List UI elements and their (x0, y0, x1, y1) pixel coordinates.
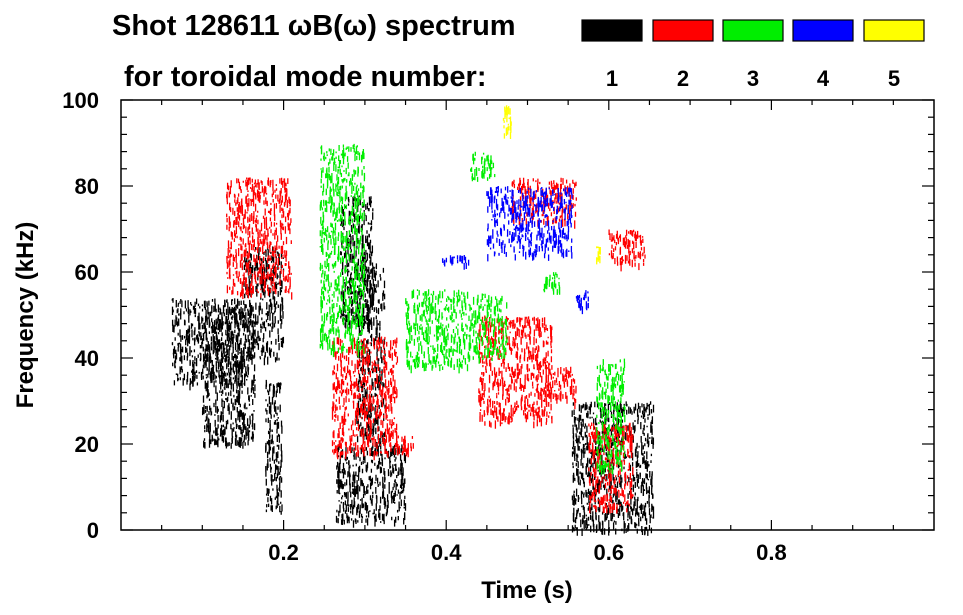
x-tick-label: 0.6 (594, 540, 625, 565)
series-3-cluster-3 (470, 151, 496, 182)
series-2-cluster-4 (478, 315, 553, 429)
y-tick-label: 40 (75, 346, 99, 371)
chart-subtitle: for toroidal mode number: (124, 61, 487, 93)
series-3-cluster-6 (596, 358, 626, 475)
series-5-cluster-2 (596, 246, 601, 265)
series-1-points (265, 379, 283, 515)
series-3-points (405, 289, 471, 374)
series-5-cluster-1 (502, 105, 512, 139)
series-4-cluster-3 (575, 290, 589, 315)
y-tick-label: 60 (75, 260, 99, 285)
x-tick-label: 0.4 (431, 540, 462, 565)
series-4-points (441, 255, 470, 270)
chart-title: Shot 128611 ωB(ω) spectrum (112, 10, 516, 42)
legend-label-3: 3 (747, 66, 759, 91)
series-3-cluster-2 (405, 289, 471, 374)
series-4-cluster-1 (441, 255, 470, 270)
y-tick-label: 100 (62, 88, 99, 113)
series-2-points (331, 336, 399, 461)
series-2-points (608, 229, 646, 272)
series-1-cluster-5 (335, 444, 407, 528)
legend-swatch-5 (863, 19, 925, 42)
series-3-points (469, 293, 508, 364)
series-2-points (478, 315, 553, 429)
axes: 0.2 0.4 0.6 0.8 0 20 40 60 80 100 (62, 88, 934, 565)
legend-swatch-2 (652, 19, 714, 42)
y-tick-label: 0 (87, 518, 99, 543)
series-2-cluster-1 (226, 177, 293, 300)
x-tick-label: 0.8 (756, 540, 787, 565)
series-1-points (335, 444, 407, 528)
series-3-points (543, 272, 561, 295)
x-axis-label: Time (s) (481, 577, 573, 604)
y-tick-label: 80 (75, 174, 99, 199)
series-2-cluster-5 (543, 366, 577, 410)
series-2-points (226, 177, 293, 300)
series-2-cluster-7 (588, 422, 634, 514)
series-2-cluster-2 (331, 336, 399, 461)
series-3-cluster-1 (319, 143, 366, 358)
series-4-points (486, 186, 573, 262)
y-axis-label: Frequency (kHz) (12, 222, 39, 409)
series-1-cluster-4 (265, 379, 283, 515)
legend-label-4: 4 (817, 66, 830, 91)
series-2-points (543, 366, 577, 410)
legend-label-5: 5 (888, 66, 900, 91)
series-5-points (596, 246, 601, 265)
series-2-points (588, 422, 634, 514)
series-3-points (319, 143, 366, 358)
series-4-cluster-2 (486, 186, 573, 262)
legend-swatch-1 (581, 19, 643, 42)
legend: 1 2 3 4 5 (581, 19, 925, 91)
series-3-cluster-5 (543, 272, 561, 295)
series-3-points (596, 358, 626, 475)
legend-swatch-4 (792, 19, 854, 42)
y-tick-label: 20 (75, 432, 99, 457)
legend-label-1: 1 (606, 66, 618, 91)
legend-swatch-3 (722, 19, 784, 42)
series-4-points (575, 290, 589, 315)
series-2-cluster-8 (608, 229, 646, 272)
series-3-cluster-4 (469, 293, 508, 364)
series-1-cluster-2 (201, 306, 256, 449)
spectrum-data (171, 105, 655, 536)
series-1-points (201, 306, 256, 449)
legend-label-2: 2 (677, 66, 689, 91)
series-2-cluster-3 (396, 435, 414, 458)
x-tick-label: 0.2 (268, 540, 299, 565)
series-5-points (502, 105, 512, 139)
series-3-points (470, 151, 496, 182)
series-2-points (396, 435, 414, 458)
